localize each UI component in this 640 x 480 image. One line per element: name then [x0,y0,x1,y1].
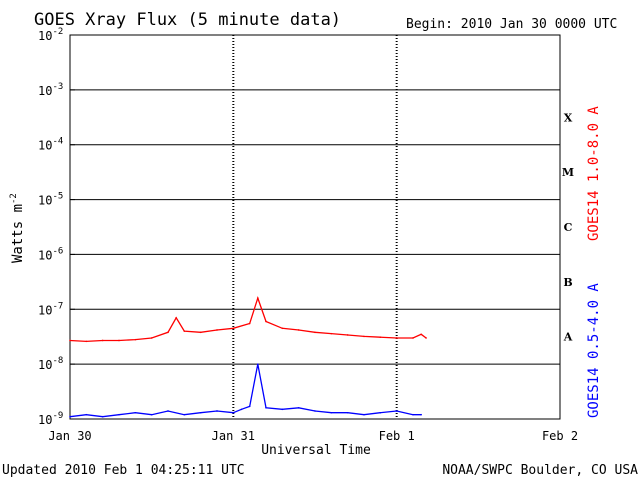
series-point [330,411,333,414]
series-point [314,331,316,334]
series-point [395,410,398,412]
y-tick-label: 10-6 [38,246,63,262]
series-point [281,408,284,411]
series-point [69,415,71,418]
y-tick-label: 10-5 [38,192,63,208]
series-point [85,340,88,343]
flare-class-label: C [564,221,573,234]
chart-title: GOES Xray Flux (5 minute data) [34,10,341,30]
series-point [118,339,120,342]
series-point [232,411,235,414]
legend-red-series: GOES14 1.0-8.0 A [586,106,602,241]
series-point [297,329,300,331]
series-point [240,408,243,411]
series-point [257,363,259,365]
y-axis-label: Watts m-2 [9,193,26,263]
series-point [85,413,88,416]
credit-label: NOAA/SWPC Boulder, CO USA [442,463,638,478]
series-point [363,413,365,416]
series-point [175,316,177,319]
series-point [314,410,316,412]
series-point [150,337,153,339]
series-point [379,411,382,414]
series-point [425,337,427,339]
series-point [248,322,251,325]
x-tick-label: Feb 2 [542,429,578,443]
x-grid-markers [232,35,398,419]
series-point [69,339,71,342]
series-point [265,407,267,409]
series-point [297,407,300,409]
grid-lines [70,89,560,365]
y-tick-label: 10-3 [38,82,63,98]
data-series [69,296,427,418]
series-point [379,336,382,338]
x-tick-label: Feb 1 [379,429,415,443]
series-point [257,297,259,299]
y-tick-labels: 10-2 10-3 10-4 10-5 10-6 10-7 10-8 10-9 [38,27,75,427]
series-point [134,411,137,414]
flare-class-label: B [563,276,572,289]
series-point [101,415,104,418]
series-point [199,331,202,334]
x-tick-label: Jan 30 [48,429,91,443]
series-point [167,331,169,334]
plot-frame [69,34,561,420]
series-point [412,337,414,339]
series-point [420,413,422,416]
series-point [118,413,120,416]
x-tick-label: Jan 31 [212,429,255,443]
flare-class-labels: X M C B A [562,111,574,343]
series-point [167,410,169,412]
x-tick-labels: Jan 30 Jan 31 Feb 1 Feb 2 [48,429,578,443]
legend-blue-series: GOES14 0.5-4.0 A [586,283,602,418]
y-tick-label: 10-2 [38,27,63,43]
series-point [248,405,251,408]
series-line-short-wavelength [69,363,422,418]
y-tick-label: 10-8 [38,356,63,372]
series-point [216,410,218,412]
flare-class-label: A [563,331,573,344]
series-point [265,320,267,323]
series-point [232,327,235,330]
y-tick-label: 10-7 [38,301,63,317]
flare-class-label: X [564,111,573,124]
updated-timestamp: Updated 2010 Feb 1 04:25:11 UTC [2,463,245,478]
y-tick-label: 10-9 [38,411,63,427]
series-point [346,334,349,336]
series-point [363,335,365,338]
series-point [330,332,333,335]
series-point [183,330,186,332]
series-point [346,411,349,414]
series-point [412,413,414,416]
series-point [281,327,284,330]
series-point [199,411,202,414]
series-point [420,333,422,336]
series-point [101,339,104,342]
begin-label: Begin: 2010 Jan 30 0000 UTC [406,17,617,32]
series-point [216,329,218,331]
series-line-long-wavelength [69,296,427,343]
x-axis-label: Universal Time [261,443,371,458]
series-point [150,413,153,416]
y-tick-label: 10-4 [38,137,63,153]
series-point [395,337,398,339]
flare-class-label: M [562,166,574,179]
series-point [134,338,137,341]
series-point [183,413,186,416]
